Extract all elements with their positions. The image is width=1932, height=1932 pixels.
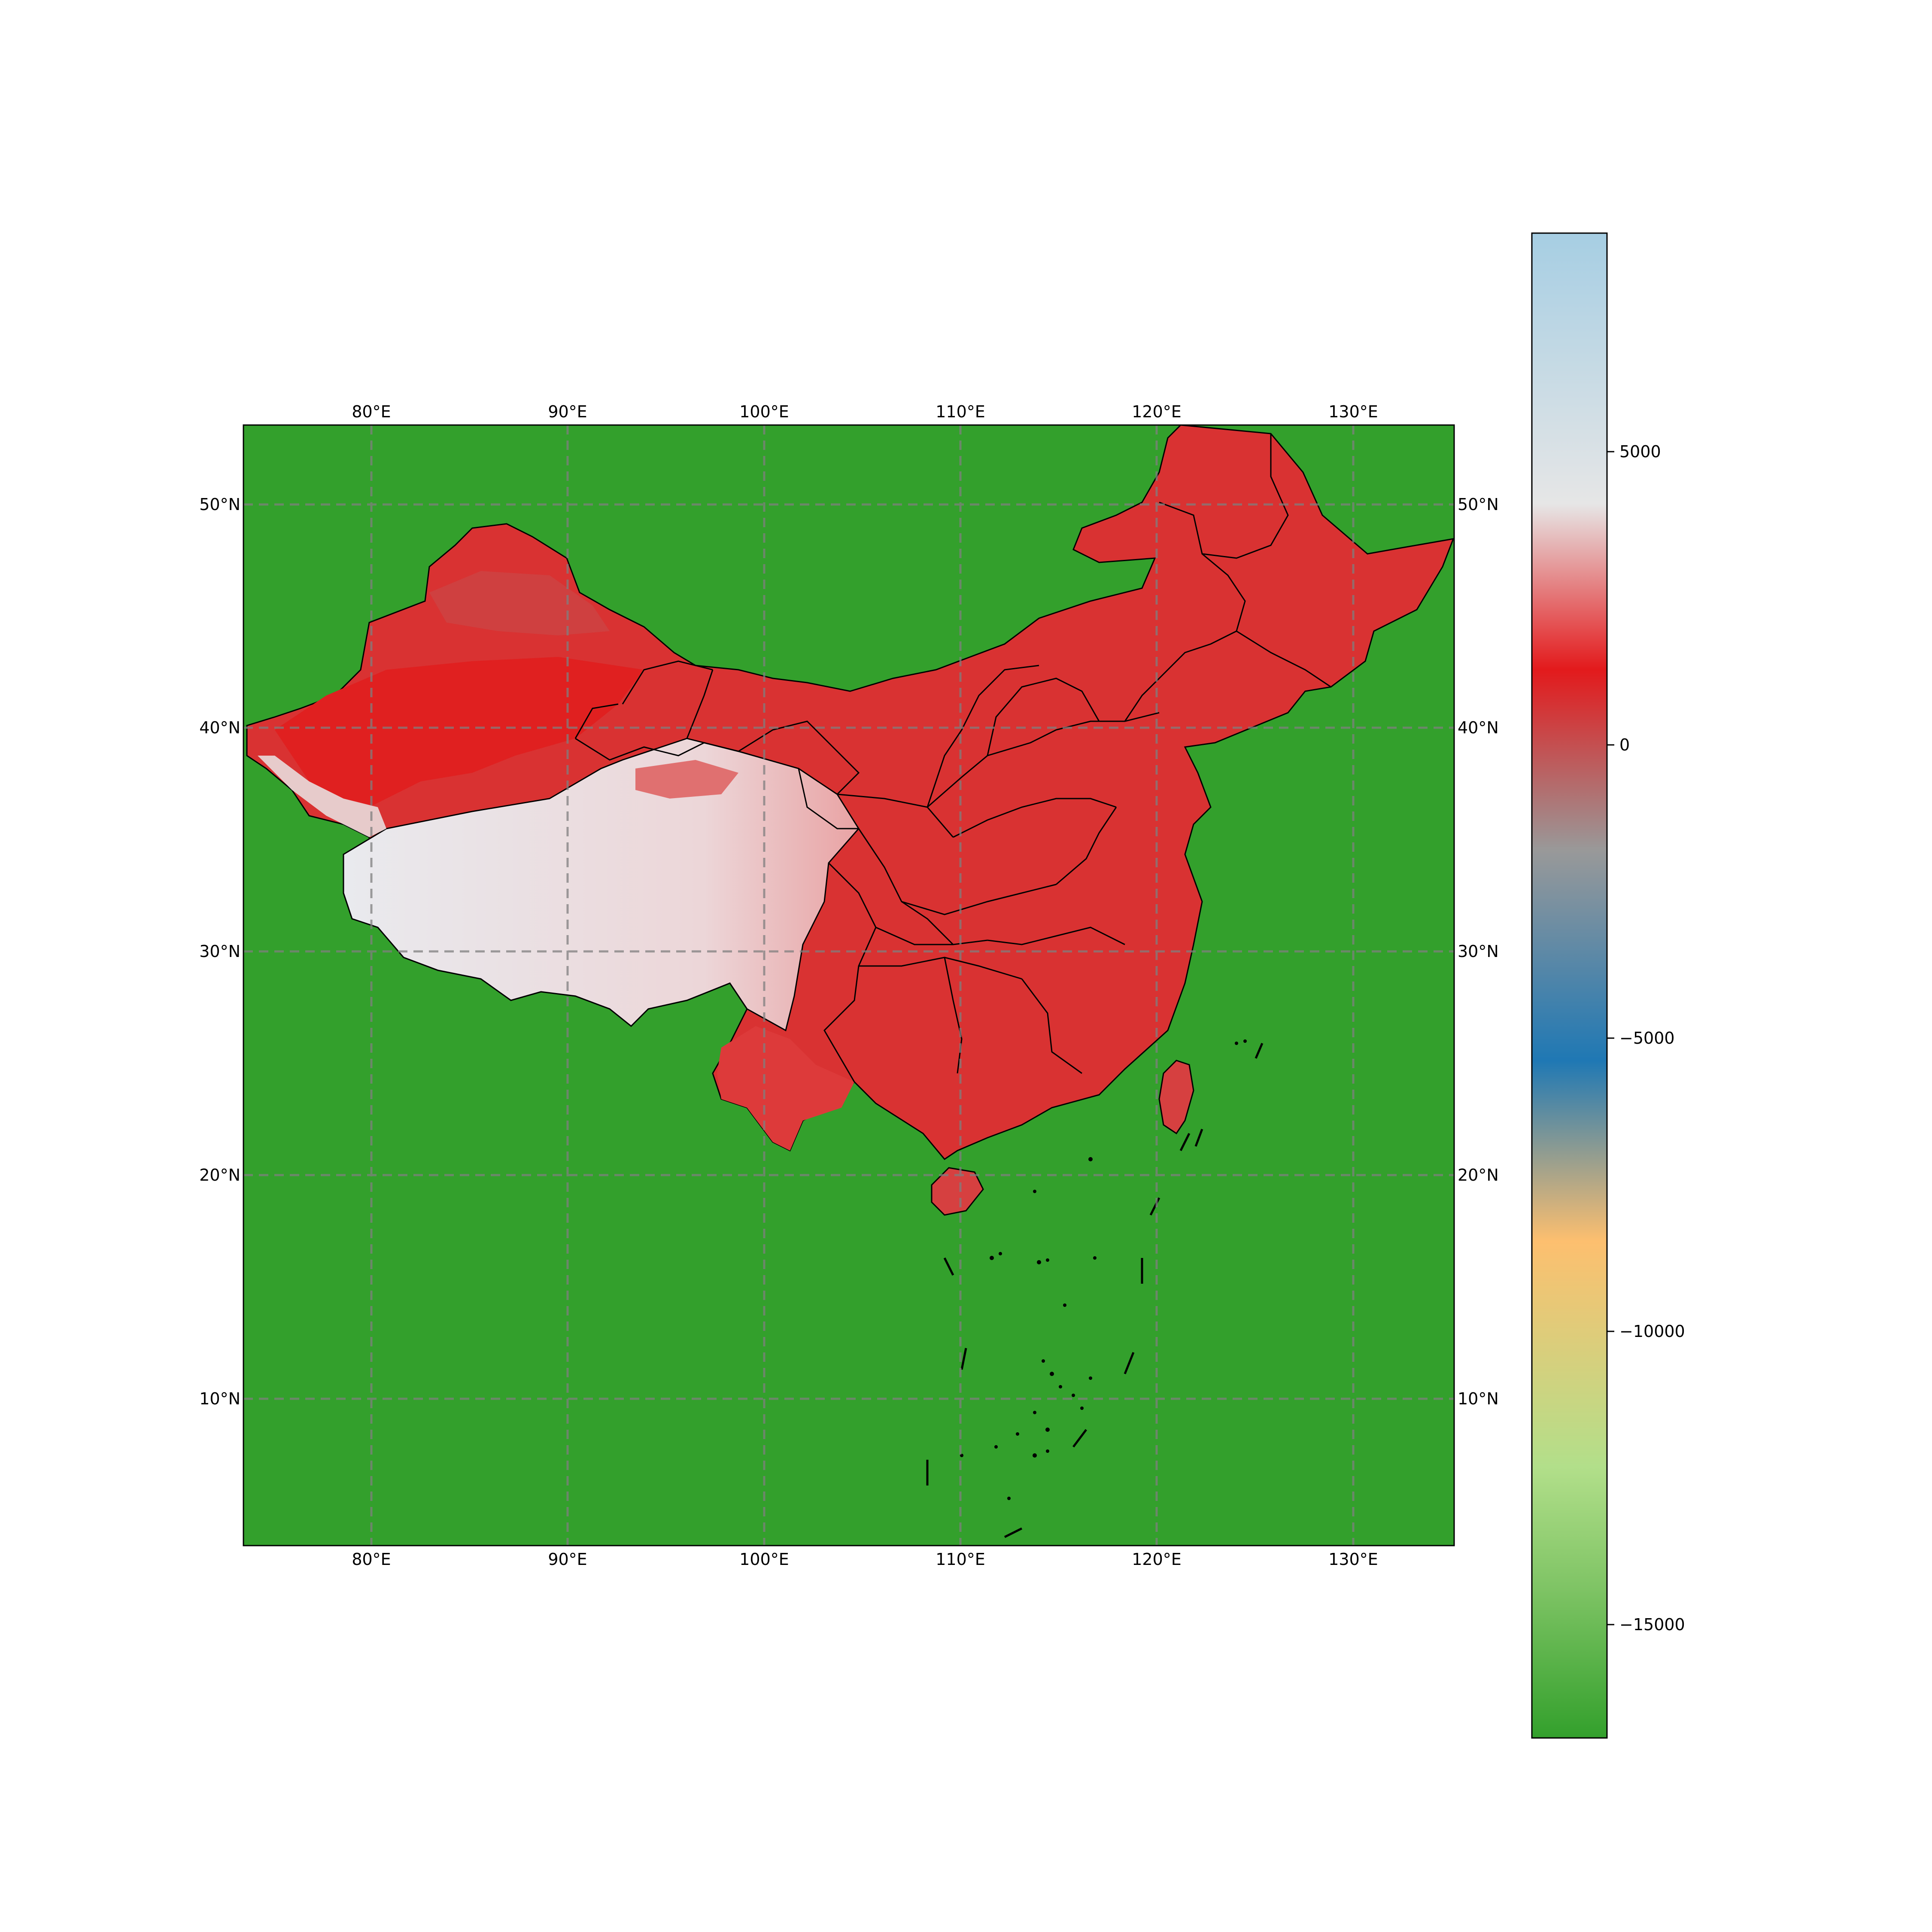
map-frame <box>243 424 1455 1546</box>
lat-label: 20°N <box>199 1166 240 1185</box>
tibetan-plateau <box>343 738 860 1032</box>
kunlun-range <box>258 756 386 837</box>
lon-labels-bottom: 80°E 90°E 100°E 110°E 120°E 130°E <box>352 1550 1378 1569</box>
colorbar: 5000 0 −5000 −10000 −15000 <box>1531 232 1685 1739</box>
south-sea-islands <box>926 1043 1264 1538</box>
lon-label: 130°E <box>1328 1550 1378 1569</box>
lon-label: 110°E <box>936 402 985 421</box>
lon-label: 120°E <box>1132 1550 1182 1569</box>
lat-label: 50°N <box>199 495 240 514</box>
lat-label: 40°N <box>1458 718 1499 737</box>
colorbar-labels: 5000 0 −5000 −10000 −15000 <box>1619 442 1685 1634</box>
lat-label: 30°N <box>1458 942 1499 961</box>
lon-label: 130°E <box>1328 402 1378 421</box>
lon-label: 100°E <box>739 402 789 421</box>
lat-label: 20°N <box>1458 1166 1499 1185</box>
lat-label: 50°N <box>1458 495 1499 514</box>
lat-labels-right: 50°N 40°N 30°N 20°N 10°N <box>1458 495 1499 1408</box>
qaidam-basin <box>635 760 738 799</box>
reef-dots <box>960 1039 1247 1500</box>
colorbar-label: 5000 <box>1619 442 1661 461</box>
yunnan-highlands <box>717 1026 854 1151</box>
lat-label: 40°N <box>199 718 240 737</box>
lon-label: 90°E <box>548 1550 587 1569</box>
gridlines <box>243 425 1454 1546</box>
lat-label: 10°N <box>1458 1389 1499 1408</box>
colorbar-label: 0 <box>1619 735 1630 754</box>
map-panel <box>243 425 1454 1546</box>
tarim-basin <box>275 657 644 807</box>
taiwan-island <box>1158 1060 1194 1135</box>
colorbar-label: −15000 <box>1619 1615 1685 1634</box>
colorbar-label: −10000 <box>1619 1322 1685 1341</box>
colorbar-label: −5000 <box>1619 1029 1675 1048</box>
lon-label: 80°E <box>352 402 391 421</box>
colorbar-gradient <box>1531 232 1608 1739</box>
lon-label: 110°E <box>936 1550 985 1569</box>
province-borders <box>574 434 1331 1082</box>
lat-label: 10°N <box>199 1389 240 1408</box>
lat-label: 30°N <box>199 942 240 961</box>
lat-labels-left: 50°N 40°N 30°N 20°N 10°N <box>199 495 240 1408</box>
lon-label: 100°E <box>739 1550 789 1569</box>
dzungaria <box>429 571 610 635</box>
lon-label: 90°E <box>548 402 587 421</box>
lon-label: 120°E <box>1132 402 1182 421</box>
colorbar-ticks <box>1607 451 1614 1625</box>
lon-label: 80°E <box>352 1550 391 1569</box>
lon-labels-top: 80°E 90°E 100°E 110°E 120°E 130°E <box>352 402 1378 421</box>
